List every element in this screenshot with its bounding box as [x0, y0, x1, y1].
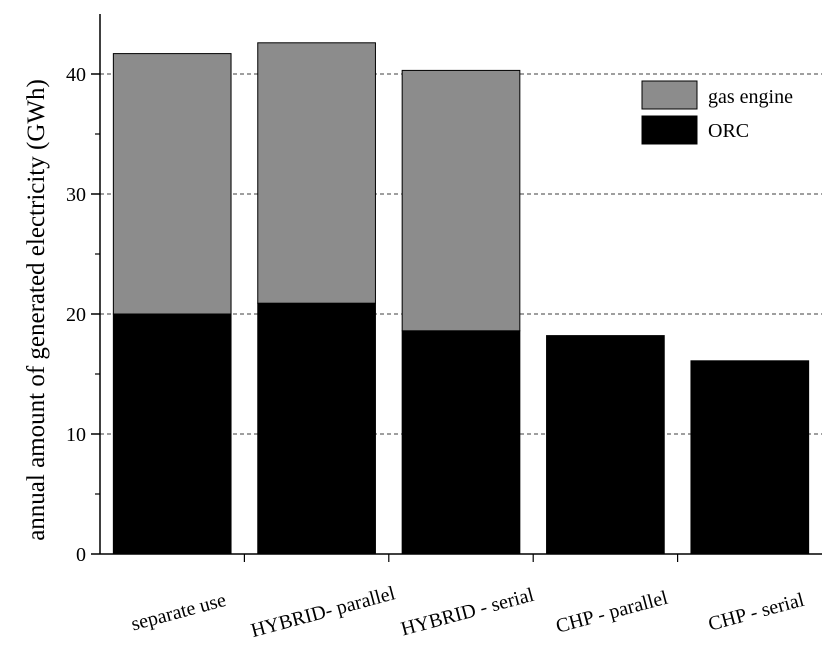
bars [112, 42, 810, 555]
x-tick-label: HYBRID- parallel [249, 582, 398, 642]
y-tick-label: 40 [66, 64, 86, 86]
legend-label-gas-engine: gas engine [708, 86, 793, 108]
y-tick-label: 30 [66, 184, 86, 206]
legend-swatch-orc [641, 115, 698, 145]
x-tick-label: CHP - serial [706, 589, 807, 636]
legend-label-orc: ORC [708, 120, 749, 142]
bar-gas-engine-hybrid-serial [401, 69, 521, 332]
y-ticks: 0 10 20 30 40 [66, 64, 100, 566]
bar-orc-hybrid-parallel [257, 302, 376, 555]
y-tick-label: 0 [76, 544, 86, 566]
y-tick-label: 10 [66, 424, 86, 446]
bar-gas-engine-separate-use [112, 53, 232, 315]
x-tick-labels: separate use HYBRID- parallel HYBRID - ser… [129, 554, 807, 642]
bar-orc-hybrid-serial [401, 330, 521, 555]
x-tick-label: separate use [129, 589, 229, 635]
legend: gas engine ORC [641, 80, 793, 145]
axes [99, 14, 822, 555]
bar-orc-separate-use [112, 313, 232, 555]
bar-gas-engine-hybrid-parallel [257, 42, 376, 304]
x-tick-label: CHP - parallel [554, 587, 671, 638]
y-tick-label: 20 [66, 304, 86, 326]
y-axis-title: annual amount of generated electricity (… [23, 79, 50, 541]
legend-swatch-gas-engine [641, 80, 698, 110]
bar-orc-chp-parallel [546, 335, 665, 555]
x-tick-label: HYBRID - serial [399, 584, 537, 641]
bar-orc-chp-serial [690, 360, 810, 555]
